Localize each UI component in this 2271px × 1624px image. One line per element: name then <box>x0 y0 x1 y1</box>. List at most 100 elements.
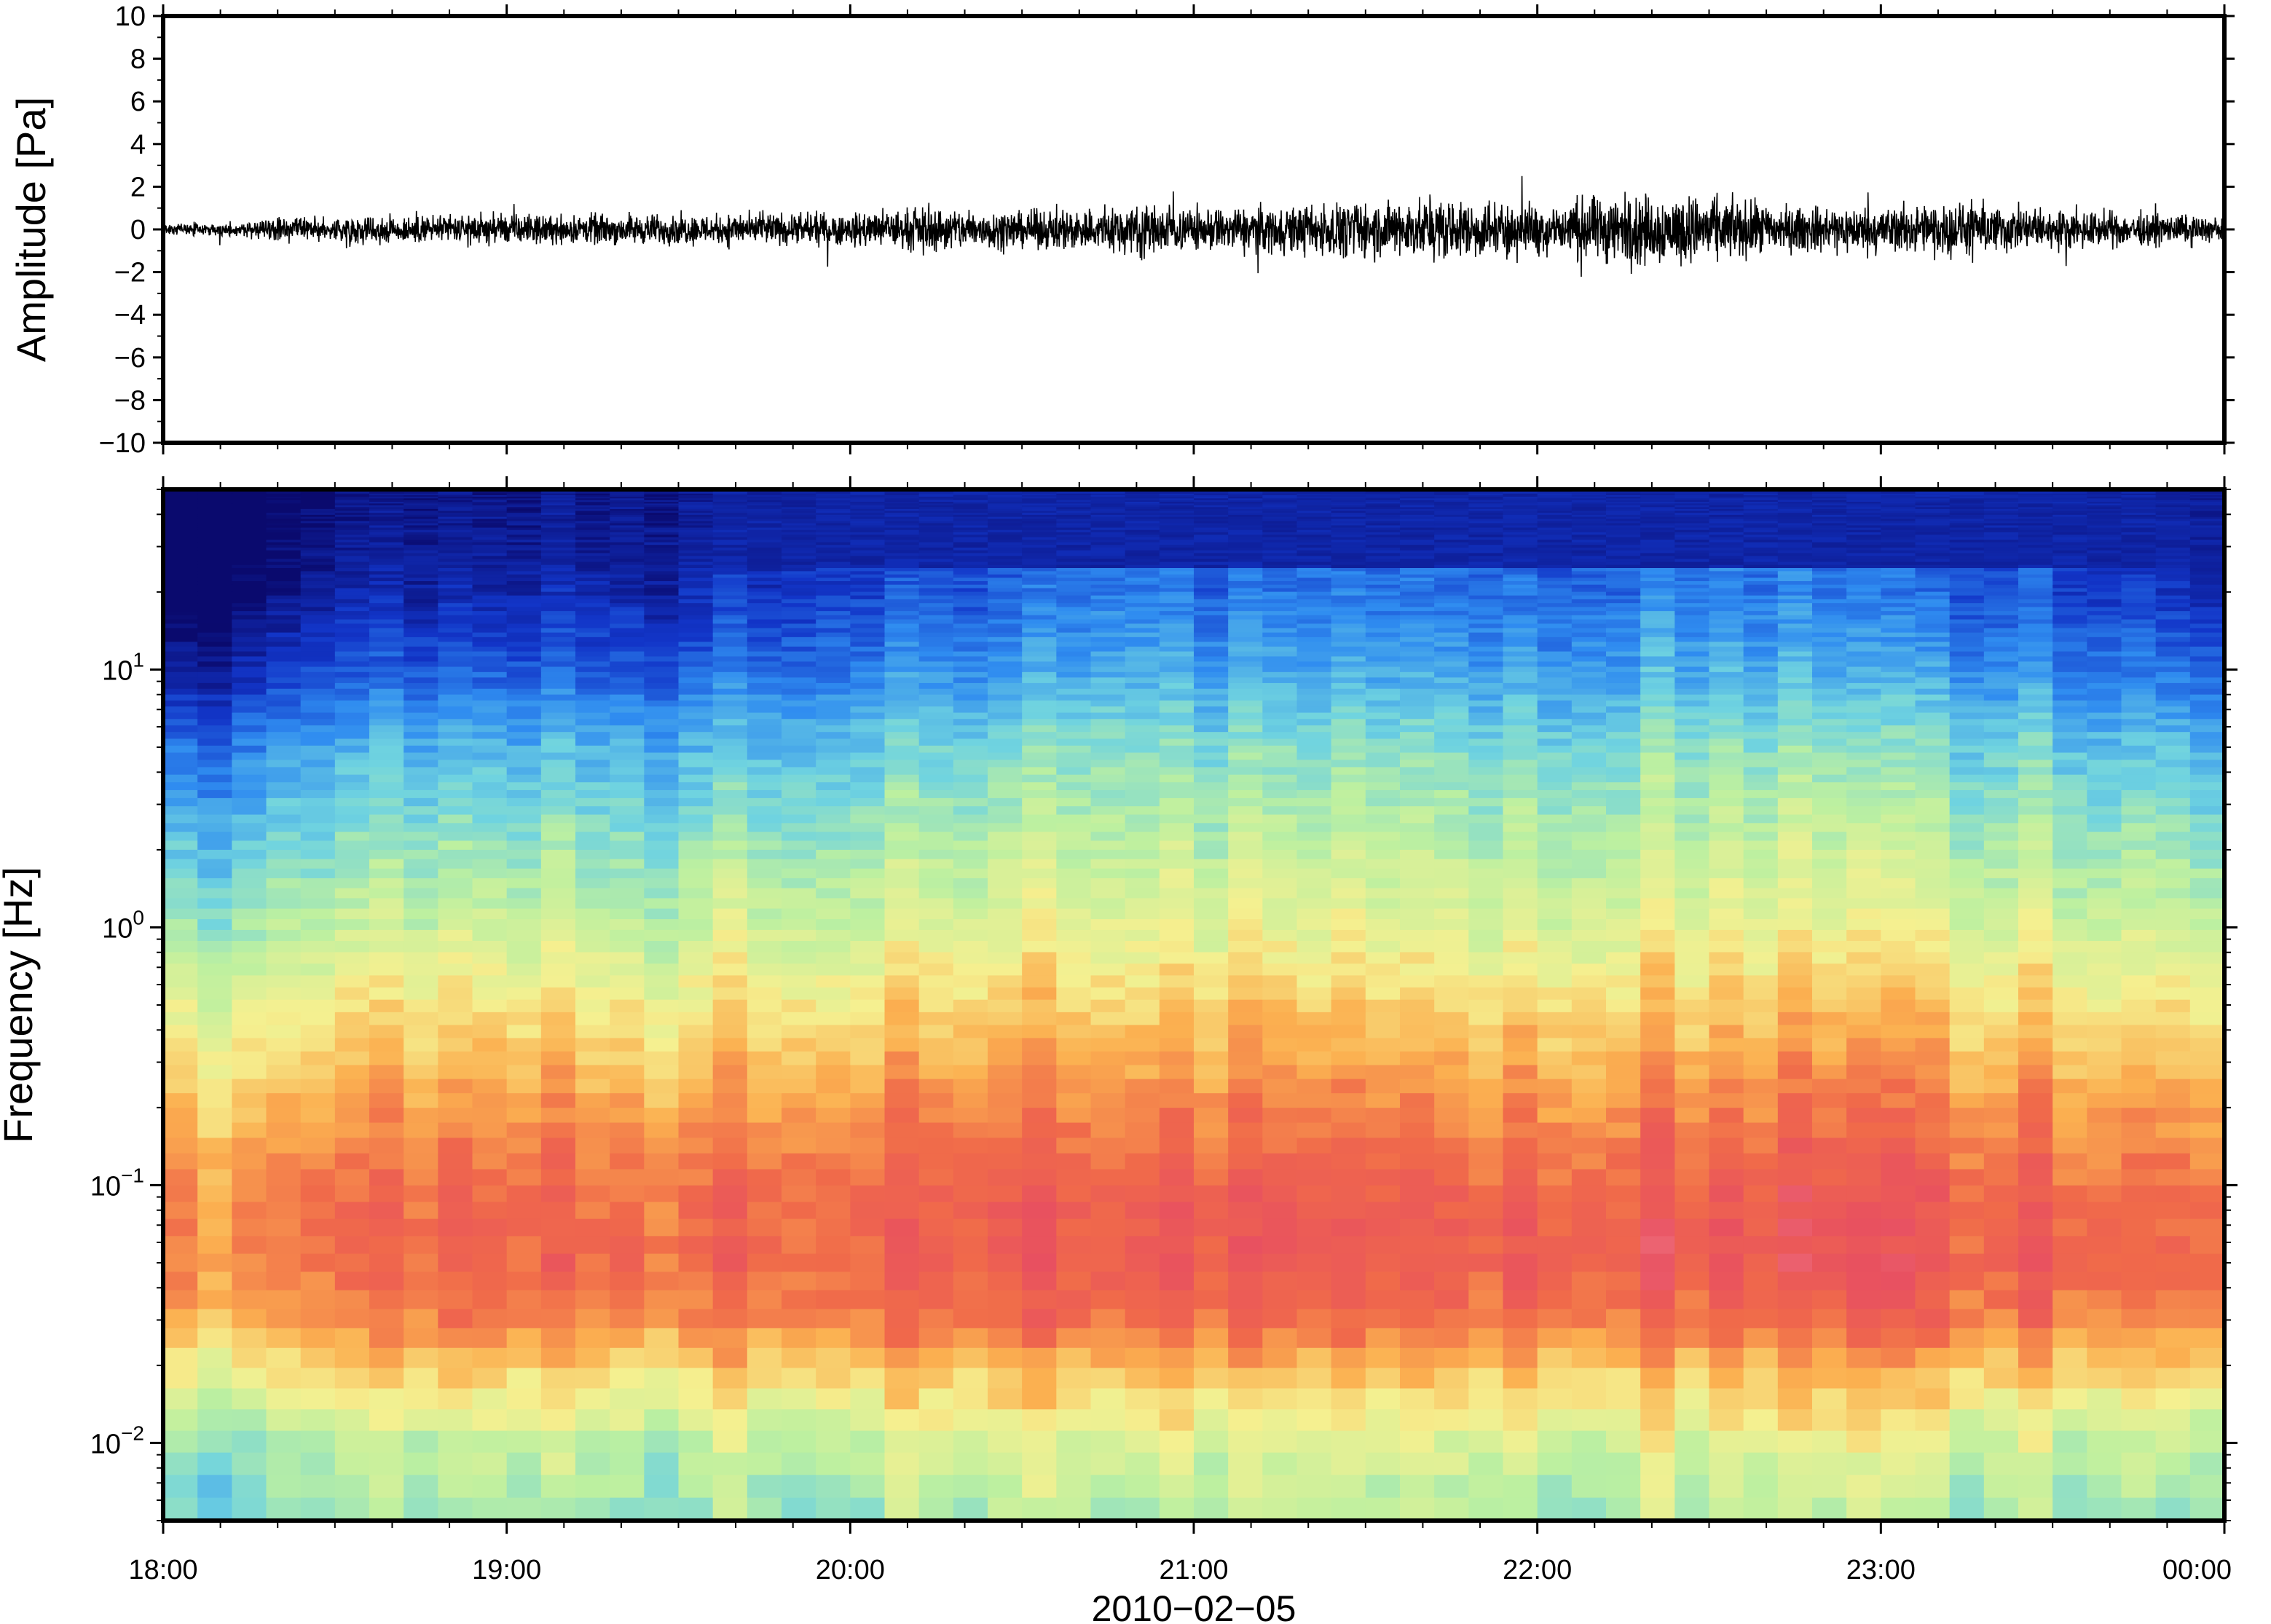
spectrogram-cell <box>1365 987 1401 1000</box>
spectrogram-cell <box>678 805 714 815</box>
spectrogram-cell <box>472 868 508 878</box>
spectrogram-cell <box>197 655 232 662</box>
spectrogram-cell <box>1812 1201 1847 1219</box>
spectrogram-cell <box>334 1064 370 1079</box>
spectrogram-cell <box>610 759 645 768</box>
spectrogram-cell <box>2155 615 2191 620</box>
spectrogram-cell <box>1915 618 1951 624</box>
spectrogram-cell <box>1125 677 1160 683</box>
spectrogram-cell <box>918 766 954 775</box>
spectrogram-cell <box>884 1153 920 1170</box>
spectrogram-cell <box>1434 1064 1469 1079</box>
spectrogram-cell <box>1331 929 1366 942</box>
spectrogram-cell <box>1262 797 1298 807</box>
spectrogram-cell <box>1812 789 1847 798</box>
spectrogram-cell <box>1709 627 1744 633</box>
spectrogram-cell <box>334 940 370 953</box>
spectrogram-cell <box>816 1012 851 1025</box>
spectrogram-cell <box>540 999 576 1012</box>
spectrogram-cell <box>163 661 198 667</box>
spectrogram-cell <box>610 1271 645 1290</box>
spectrogram-cell <box>232 1012 267 1025</box>
spectrogram-cell <box>2052 1308 2087 1328</box>
spectrogram-cell <box>1881 1367 1916 1389</box>
spectrogram-cell <box>1262 1387 1298 1410</box>
spectrogram-cell <box>850 738 886 746</box>
spectrogram-cell <box>1640 897 1675 909</box>
spectrogram-cell <box>266 897 302 909</box>
spectrogram-cell <box>884 1079 920 1094</box>
spectrogram-cell <box>1365 641 1401 647</box>
spectrogram-cell <box>2189 694 2225 701</box>
spectrogram-cell <box>678 700 714 707</box>
spectrogram-cell <box>1056 682 1092 689</box>
spectrogram-cell <box>850 671 886 678</box>
spectrogram-cell <box>1159 623 1194 628</box>
spectrogram-cell <box>1228 666 1263 672</box>
spectrogram-cell <box>1125 831 1160 841</box>
spectrogram-cell <box>1090 897 1126 909</box>
spectrogram-cell <box>1537 999 1573 1012</box>
spectrogram-cell <box>2155 712 2191 720</box>
spectrogram-cell <box>300 646 336 652</box>
spectrogram-cell <box>1296 759 1332 768</box>
spectrogram-cell <box>1674 1137 1710 1154</box>
spectrogram-cell <box>988 731 1023 739</box>
spectrogram-cell <box>644 1408 680 1431</box>
spectrogram-cell <box>2052 700 2087 707</box>
spectrogram-cell <box>644 813 680 824</box>
spectrogram-cell <box>1434 1012 1469 1025</box>
spectrogram-cell <box>1331 731 1366 739</box>
spectrogram-cell <box>712 999 748 1012</box>
spectrogram-cell <box>1503 1474 1538 1498</box>
spectrogram-cell <box>1194 752 1229 760</box>
spectrogram-cell <box>884 666 920 672</box>
spectrogram-cell <box>1949 712 1985 720</box>
spectrogram-cell <box>1262 694 1298 701</box>
spectrogram-cell <box>1434 831 1469 841</box>
spectrogram-cell <box>884 1051 920 1065</box>
spectrogram-cell <box>540 738 576 746</box>
spectrogram-cell <box>1262 813 1298 824</box>
spectrogram-cell <box>1709 822 1744 832</box>
spectrogram-cell <box>1296 822 1332 832</box>
spectrogram-cell <box>1537 822 1573 832</box>
spectrogram-cell <box>1056 929 1092 942</box>
spectrogram-cell <box>163 1107 198 1123</box>
spectrogram-cell <box>1022 999 1057 1012</box>
spectrogram-cell <box>1468 831 1504 841</box>
spectrogram-cell <box>2189 1497 2225 1521</box>
spectrogram-cell <box>506 1051 542 1065</box>
spectrogram-cell <box>540 1079 576 1094</box>
spectrogram-cell <box>1777 1122 1813 1138</box>
spectrogram-cell <box>2087 1497 2122 1521</box>
spectrogram-cell <box>404 1037 438 1052</box>
spectrogram-cell <box>369 1012 404 1025</box>
spectrogram-cell <box>1674 999 1710 1012</box>
spectrogram-cell <box>404 1430 438 1453</box>
spectrogram-cell <box>1949 706 1985 713</box>
spectrogram-cell <box>1331 1107 1366 1123</box>
spectrogram-cell <box>2052 1367 2087 1389</box>
spectrogram-cell <box>1606 694 1641 701</box>
spectrogram-cell <box>1503 774 1538 783</box>
spectrogram-cell <box>300 677 336 683</box>
spectrogram-cell <box>782 700 816 707</box>
spectrogram-cell <box>1606 1474 1641 1498</box>
spectrogram-cell <box>1812 655 1847 662</box>
spectrogram-cell <box>2155 1271 2191 1290</box>
spectrogram-cell <box>678 1452 714 1475</box>
spectrogram-cell <box>1915 974 1951 988</box>
spectrogram-cell <box>2189 1347 2225 1368</box>
spectrogram-cell <box>1812 752 1847 760</box>
spectrogram-cell <box>300 666 336 672</box>
spectrogram-cell <box>232 682 267 689</box>
spectrogram-cell <box>2121 1387 2157 1410</box>
spectrogram-cell <box>266 1235 302 1254</box>
spectrogram-cell <box>506 623 542 628</box>
spectrogram-cell <box>1812 774 1847 783</box>
spectrogram-cell <box>1915 1168 1951 1186</box>
spectrogram-cell <box>1400 700 1435 707</box>
spectrogram-cell <box>232 789 267 798</box>
spectrogram-cell <box>2087 918 2122 930</box>
